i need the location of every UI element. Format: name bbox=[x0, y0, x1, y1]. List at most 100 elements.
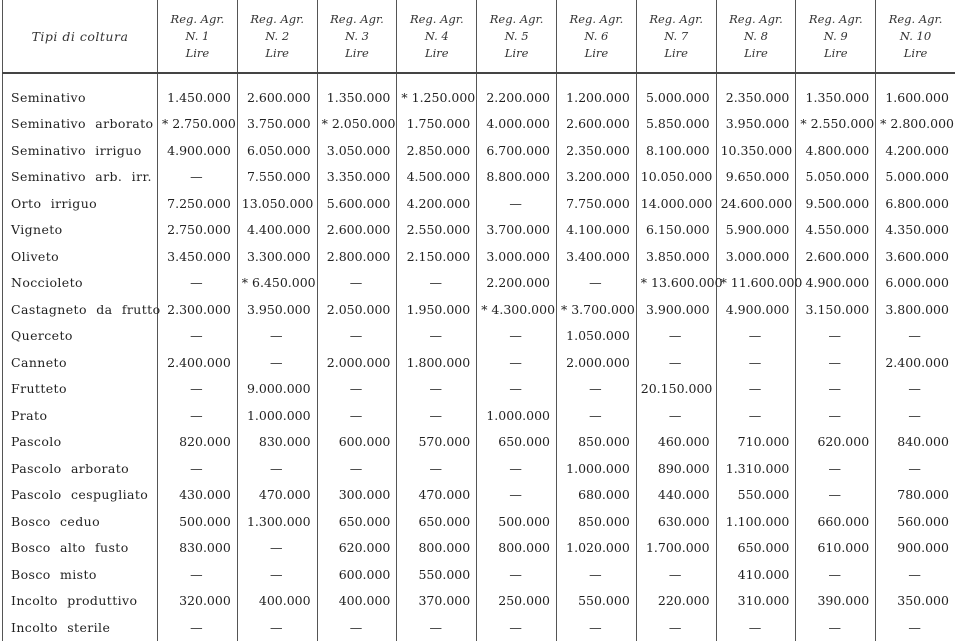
value-cell-region-1: 7.250.000 bbox=[158, 190, 238, 217]
value-cell-region-9: — bbox=[796, 349, 876, 376]
value-cell-region-8: — bbox=[716, 323, 796, 350]
value-cell-region-2: — bbox=[237, 323, 317, 350]
value-cell-region-5: — bbox=[477, 482, 557, 509]
value-cell-region-4: 2.150.000 bbox=[397, 243, 477, 270]
value-cell-region-9: — bbox=[796, 323, 876, 350]
value-cell-region-3: — bbox=[317, 455, 397, 482]
value-cell-region-10: — bbox=[876, 402, 955, 429]
value-cell-region-2: 400.000 bbox=[237, 588, 317, 615]
crop-type-label: Incolto produttivo bbox=[3, 588, 158, 615]
value-cell-region-7: — bbox=[636, 561, 716, 588]
value-cell-region-5: 1.000.000 bbox=[477, 402, 557, 429]
value-cell-region-9: — bbox=[796, 455, 876, 482]
value-cell-region-3: 650.000 bbox=[317, 508, 397, 535]
crop-type-label: Orto irriguo bbox=[3, 190, 158, 217]
value-cell-region-9: 4.900.000 bbox=[796, 270, 876, 297]
value-cell-region-7: — bbox=[636, 349, 716, 376]
value-cell-region-5: 2.200.000 bbox=[477, 270, 557, 297]
value-cell-region-6: 2.350.000 bbox=[556, 137, 636, 164]
value-cell-region-2: 1.300.000 bbox=[237, 508, 317, 535]
value-cell-region-7: 6.150.000 bbox=[636, 217, 716, 244]
value-cell-region-1: — bbox=[158, 614, 238, 641]
value-cell-region-4: * 1.250.000 bbox=[397, 84, 477, 111]
value-cell-region-9: — bbox=[796, 482, 876, 509]
value-cell-region-2: — bbox=[237, 561, 317, 588]
value-cell-region-10: * 2.800.000 bbox=[876, 111, 955, 138]
value-cell-region-7: 630.000 bbox=[636, 508, 716, 535]
value-cell-region-9: 610.000 bbox=[796, 535, 876, 562]
crop-type-label: Castagneto da frutto bbox=[3, 296, 158, 323]
value-cell-region-8: 5.900.000 bbox=[716, 217, 796, 244]
value-cell-region-5: 650.000 bbox=[477, 429, 557, 456]
value-cell-region-5: 3.700.000 bbox=[477, 217, 557, 244]
value-cell-region-7: 3.900.000 bbox=[636, 296, 716, 323]
value-cell-region-8: * 11.600.000 bbox=[716, 270, 796, 297]
value-cell-region-6: 1.200.000 bbox=[556, 84, 636, 111]
crop-type-label: Bosco alto fusto bbox=[3, 535, 158, 562]
value-cell-region-4: 650.000 bbox=[397, 508, 477, 535]
value-cell-region-2: 4.400.000 bbox=[237, 217, 317, 244]
header-region-l3: Lire bbox=[796, 45, 875, 62]
value-cell-region-5: 8.800.000 bbox=[477, 164, 557, 191]
value-cell-region-3: 600.000 bbox=[317, 429, 397, 456]
value-cell-region-8: — bbox=[716, 402, 796, 429]
value-cell-region-1: — bbox=[158, 270, 238, 297]
value-cell-region-10: — bbox=[876, 323, 955, 350]
value-cell-region-4: 4.500.000 bbox=[397, 164, 477, 191]
value-cell-region-7: 8.100.000 bbox=[636, 137, 716, 164]
header-region-l3: Lire bbox=[318, 45, 397, 62]
value-cell-region-7: 14.000.000 bbox=[636, 190, 716, 217]
value-cell-region-7: — bbox=[636, 614, 716, 641]
value-cell-region-9: — bbox=[796, 614, 876, 641]
value-cell-region-7: 5.850.000 bbox=[636, 111, 716, 138]
crop-type-label: Pascolo arborato bbox=[3, 455, 158, 482]
crop-type-label: Frutteto bbox=[3, 376, 158, 403]
value-cell-region-6: 2.600.000 bbox=[556, 111, 636, 138]
value-cell-region-1: — bbox=[158, 402, 238, 429]
value-cell-region-3: 2.800.000 bbox=[317, 243, 397, 270]
header-region-l1: Reg. Agr. bbox=[796, 11, 875, 28]
value-cell-region-1: — bbox=[158, 561, 238, 588]
value-cell-region-6: 1.020.000 bbox=[556, 535, 636, 562]
value-cell-region-3: * 2.050.000 bbox=[317, 111, 397, 138]
header-region-l3: Lire bbox=[876, 45, 955, 62]
value-cell-region-3: 2.000.000 bbox=[317, 349, 397, 376]
header-region-l1: Reg. Agr. bbox=[318, 11, 397, 28]
value-cell-region-5: 250.000 bbox=[477, 588, 557, 615]
header-region-l3: Lire bbox=[477, 45, 556, 62]
value-cell-region-7: 5.000.000 bbox=[636, 84, 716, 111]
value-cell-region-2: — bbox=[237, 614, 317, 641]
value-cell-region-10: — bbox=[876, 455, 955, 482]
value-cell-region-1: 820.000 bbox=[158, 429, 238, 456]
value-cell-region-6: 850.000 bbox=[556, 429, 636, 456]
value-cell-region-2: 3.950.000 bbox=[237, 296, 317, 323]
value-cell-region-8: — bbox=[716, 376, 796, 403]
value-cell-region-10: 3.800.000 bbox=[876, 296, 955, 323]
value-cell-region-1: 830.000 bbox=[158, 535, 238, 562]
value-cell-region-2: — bbox=[237, 349, 317, 376]
value-cell-region-5: 800.000 bbox=[477, 535, 557, 562]
value-cell-region-3: 2.600.000 bbox=[317, 217, 397, 244]
value-cell-region-3: 3.050.000 bbox=[317, 137, 397, 164]
header-region-l3: Lire bbox=[397, 45, 476, 62]
value-cell-region-2: 1.000.000 bbox=[237, 402, 317, 429]
value-cell-region-10: 840.000 bbox=[876, 429, 955, 456]
value-cell-region-4: — bbox=[397, 455, 477, 482]
header-region-l2: N. 8 bbox=[717, 28, 796, 45]
